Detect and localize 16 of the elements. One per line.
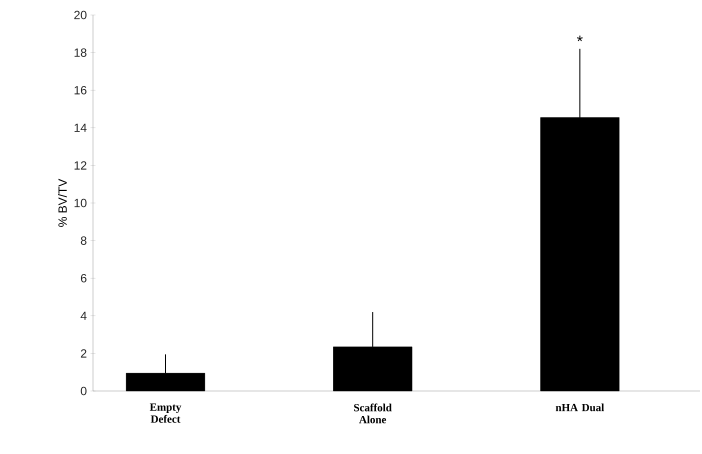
y-tick-label: 4 (80, 312, 87, 320)
y-tick-label: 18 (74, 48, 86, 57)
y-tick-label: 20 (74, 10, 87, 20)
y-tick-label: 12 (74, 161, 86, 170)
y-tick-label: 16 (74, 86, 86, 94)
x-tick-label: Scaffold Alone (354, 404, 392, 424)
x-tick-label: nHA Dual (556, 404, 604, 412)
y-tick-label: 14 (74, 124, 87, 132)
y-tick-label: 0 (80, 386, 87, 396)
y-tick-label: 8 (80, 236, 86, 245)
x-tick-label: Empty Defect (150, 404, 182, 423)
y-tick-label: 2 (80, 349, 86, 358)
annotation: * (577, 36, 583, 42)
y-tick-label: 10 (74, 198, 87, 208)
y-axis-title: % BV/TV (58, 178, 67, 227)
y-tick-label: 6 (80, 274, 86, 282)
